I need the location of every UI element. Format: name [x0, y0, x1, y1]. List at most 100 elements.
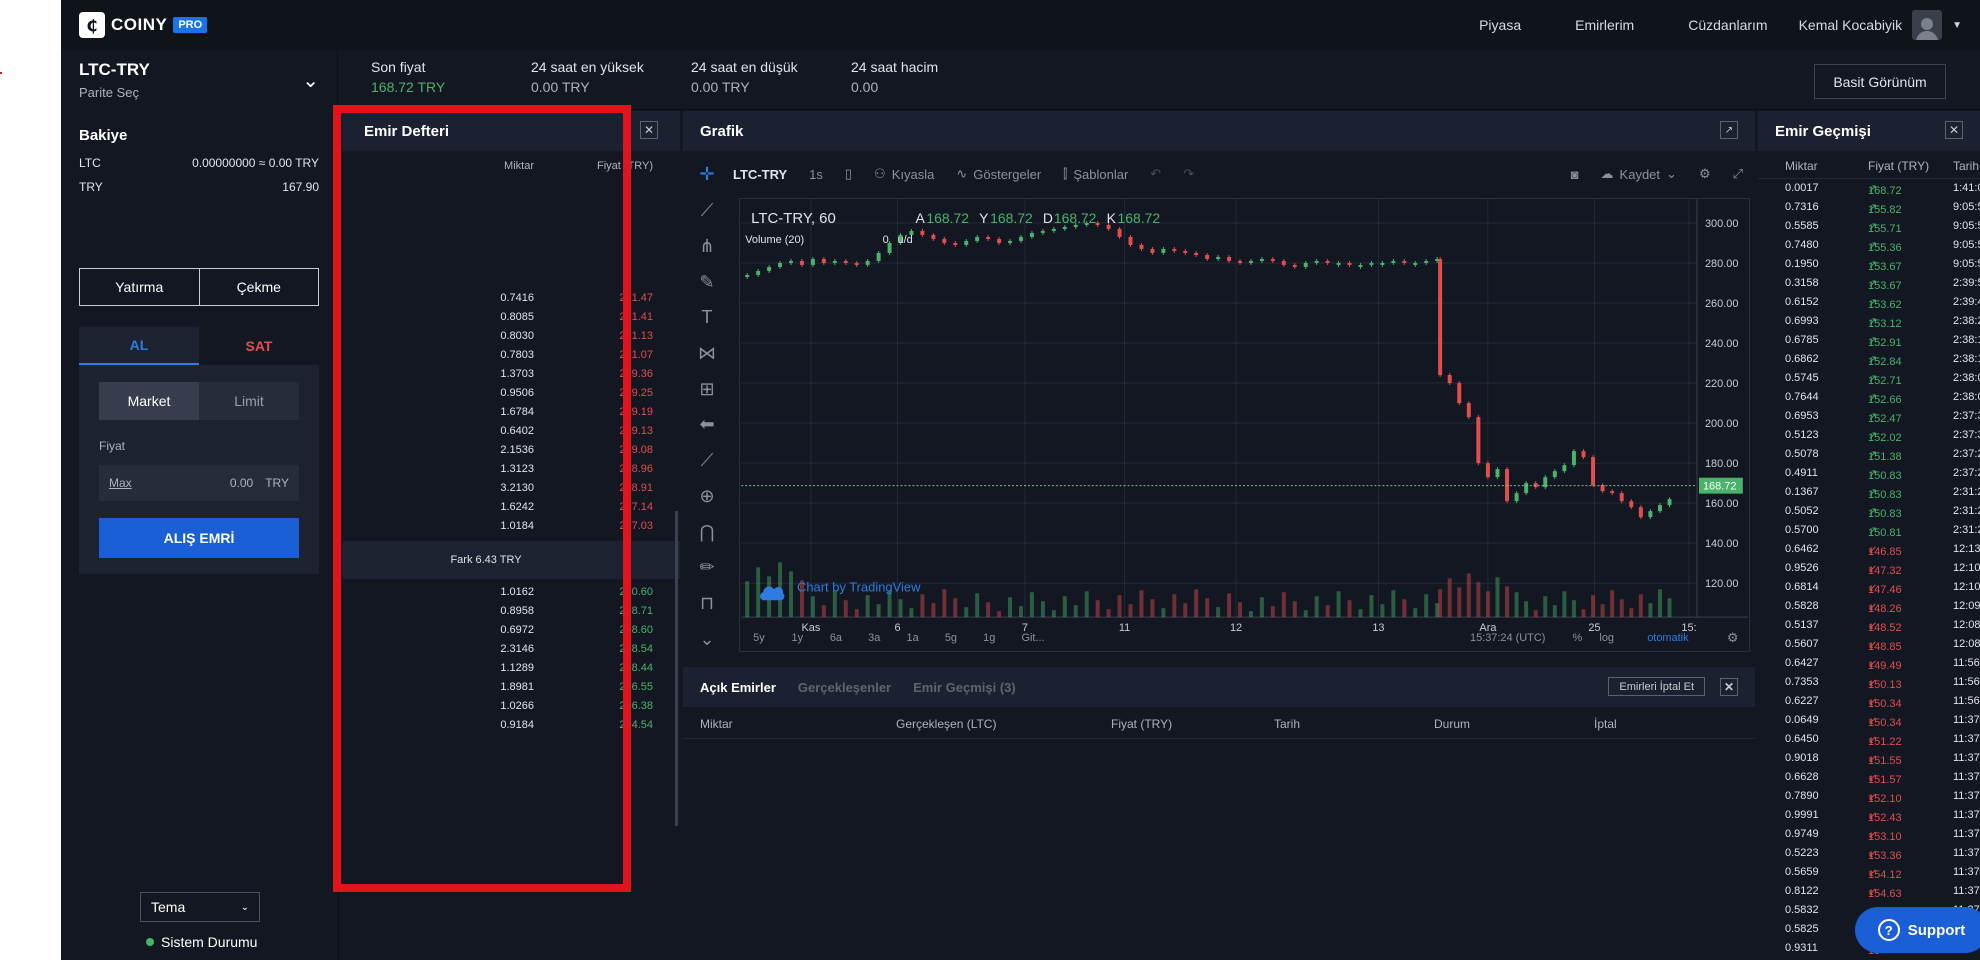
close-icon[interactable]: ✕ — [1720, 678, 1738, 696]
ask-row[interactable]: 1.6784 219.19 — [342, 406, 680, 425]
tab-executed[interactable]: Gerçekleşenler — [797, 679, 892, 695]
range-button[interactable]: 5y — [753, 632, 765, 644]
save-button[interactable]: ☁ Kaydet ⌄ — [1601, 166, 1677, 182]
price-tick-label: 140.00 — [1705, 538, 1738, 550]
indicators-button[interactable]: ∿ Göstergeler — [956, 166, 1041, 182]
undo-icon[interactable]: ↶ — [1150, 166, 1162, 181]
settings-gear-icon[interactable]: ⚙ — [1698, 166, 1711, 181]
price-chart[interactable]: 300.00 280.00 260.00 240.00 220.00 200.00 180.… — [739, 198, 1750, 652]
ask-row[interactable]: 1.3703 219.36 — [342, 368, 680, 387]
bid-row[interactable]: 0.9184 204.54 — [342, 719, 680, 738]
range-button[interactable]: 1a — [906, 632, 919, 644]
chart-title: Grafik — [700, 122, 744, 140]
ask-row[interactable]: 0.9506 219.25 — [342, 387, 680, 406]
ask-row[interactable]: 1.3123 218.96 — [342, 463, 680, 482]
chart-symbol[interactable]: LTC-TRY — [733, 166, 788, 182]
fullscreen-icon[interactable]: ⤢ — [1732, 166, 1743, 181]
tab-order-history[interactable]: Emir Geçmişi (3) — [913, 679, 1016, 695]
log-toggle[interactable]: log — [1599, 632, 1614, 644]
theme-select[interactable]: Tema ⌄ — [140, 892, 260, 922]
history-amount: 0.8122 — [1785, 885, 1819, 897]
ask-row[interactable]: 0.8085 221.41 — [342, 311, 680, 330]
history-row: 0.5123 152.02 ↗ 2:37:37 — [1758, 426, 1980, 445]
withdraw-button[interactable]: Çekme — [199, 268, 319, 306]
amount-input[interactable]: Max 0.00 TRY — [99, 465, 299, 501]
buy-order-button[interactable]: ALIŞ EMRİ — [99, 518, 299, 558]
interval-button[interactable]: 1s — [809, 166, 823, 182]
tab-buy[interactable]: AL — [79, 327, 199, 365]
trendline-icon[interactable]: ⟋ — [700, 200, 714, 221]
range-button[interactable]: Git... — [1021, 632, 1044, 644]
popout-icon[interactable]: ↗ — [1720, 121, 1738, 139]
bid-row[interactable]: 1.0266 206.38 — [342, 700, 680, 719]
bid-row[interactable]: 1.8981 206.55 — [342, 681, 680, 700]
ask-row[interactable]: 3.2130 218.91 — [342, 482, 680, 501]
tab-market[interactable]: Market — [99, 382, 199, 420]
tab-open-orders[interactable]: Açık Emirler — [700, 679, 776, 695]
magnet-icon[interactable]: ⋂ — [699, 521, 715, 542]
ask-row[interactable]: 0.7416 221.47 — [342, 292, 680, 311]
bid-row[interactable]: 0.6972 208.60 — [342, 624, 680, 643]
text-tool-icon[interactable]: T — [701, 307, 713, 328]
lock-draw-icon[interactable]: ✏ — [699, 557, 715, 578]
brush-icon[interactable]: ✎ — [699, 271, 715, 292]
pattern-icon[interactable]: ⋈ — [698, 342, 716, 363]
percent-toggle[interactable]: % — [1573, 632, 1583, 644]
logo[interactable]: ₵ COINY PRO — [79, 12, 208, 38]
bid-row[interactable]: 1.1289 208.44 — [342, 662, 680, 681]
pitchfork-icon[interactable]: ⋔ — [699, 235, 715, 256]
system-status[interactable]: Sistem Durumu — [146, 934, 257, 950]
range-button[interactable]: 1g — [983, 632, 995, 644]
history-row: 0.1367 150.83 ↗ 2:31:26 — [1758, 483, 1980, 502]
ask-row[interactable]: 2.1536 219.08 — [342, 444, 680, 463]
bid-row[interactable]: 2.3146 208.54 — [342, 643, 680, 662]
ask-row[interactable]: 0.7803 221.07 — [342, 349, 680, 368]
range-button[interactable]: 1y — [792, 632, 804, 644]
range-button[interactable]: 6a — [830, 632, 843, 644]
crosshair-icon[interactable]: ✛ — [699, 164, 715, 185]
nav-cuzdanlarim[interactable]: Cüzdanlarım — [1688, 17, 1768, 33]
close-icon[interactable]: ✕ — [640, 121, 658, 139]
measure-icon[interactable]: ⟋ — [700, 450, 714, 471]
candle-type-icon[interactable]: ▯ — [844, 166, 853, 181]
range-button[interactable]: 5g — [945, 632, 957, 644]
candle — [964, 240, 969, 245]
history-amount: 0.6953 — [1785, 410, 1819, 422]
bid-row[interactable]: 1.0162 210.60 — [342, 586, 680, 605]
close-icon[interactable]: ✕ — [1945, 121, 1963, 139]
cancel-all-button[interactable]: Emirleri İptal Et — [1608, 677, 1705, 696]
templates-button[interactable]: ⫿ Şablonlar — [1063, 166, 1128, 182]
zoom-icon[interactable]: ⊕ — [699, 485, 715, 506]
deposit-button[interactable]: Yatırma — [79, 268, 200, 306]
redo-icon[interactable]: ↷ — [1183, 166, 1195, 181]
lock-icon[interactable]: ⊓ — [699, 592, 715, 613]
range-button[interactable]: 3a — [868, 632, 881, 644]
volume-bar — [1040, 601, 1045, 618]
ask-row[interactable]: 1.0184 217.03 — [342, 520, 680, 539]
pair-selector[interactable]: LTC-TRY Parite Seç ⌄ — [61, 50, 338, 110]
settings-gear-icon[interactable]: ⚙ — [1727, 631, 1739, 646]
auto-scale-toggle[interactable]: otomatik — [1647, 632, 1689, 644]
compare-button[interactable]: ⚇ Kıyasla — [874, 166, 934, 182]
tab-limit[interactable]: Limit — [234, 393, 264, 409]
support-button[interactable]: ? Support — [1855, 907, 1980, 953]
camera-icon[interactable]: ◙ — [1570, 166, 1579, 182]
ask-row[interactable]: 1.6242 217.14 — [342, 501, 680, 520]
chart-legend-symbol: LTC-TRY, 60 — [751, 210, 836, 227]
history-price: 155.82 ↗ — [1868, 202, 1902, 216]
ruler-icon[interactable]: ⊞ — [699, 378, 715, 399]
max-link[interactable]: Max — [109, 476, 132, 490]
history-price: 152.84 ↗ — [1868, 354, 1902, 368]
ohlc-key: Y — [979, 210, 988, 226]
bid-row[interactable]: 0.8958 208.71 — [342, 605, 680, 624]
ask-row[interactable]: 0.6402 219.13 — [342, 425, 680, 444]
back-arrow-icon[interactable]: ⬅ — [699, 414, 715, 435]
user-menu[interactable]: Kemal Kocabiyik ▼ — [1799, 10, 1962, 40]
nav-piyasa[interactable]: Piyasa — [1479, 17, 1522, 33]
nav-emirlerim[interactable]: Emirlerim — [1575, 17, 1635, 33]
ask-row[interactable]: 0.8030 221.13 — [342, 330, 680, 349]
simple-view-button[interactable]: Basit Görünüm — [1814, 64, 1946, 99]
chevron-down-icon[interactable]: ⌄ — [699, 628, 715, 649]
scrollbar[interactable] — [675, 511, 678, 826]
tab-sell[interactable]: SAT — [245, 338, 273, 354]
